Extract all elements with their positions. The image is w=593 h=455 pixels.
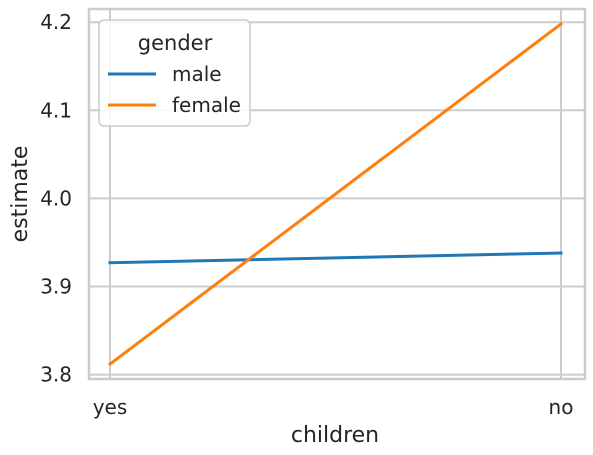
y-tick-label: 3.8 — [40, 363, 72, 387]
y-axis-label: estimate — [8, 146, 33, 243]
legend-label-male: male — [172, 62, 222, 86]
legend: gender male female — [98, 19, 251, 127]
x-axis-label: children — [291, 423, 379, 448]
series-line-female — [107, 21, 564, 367]
y-tick-label: 3.9 — [40, 275, 72, 299]
legend-label-female: female — [172, 93, 241, 117]
y-tick-label: 4.1 — [40, 98, 72, 122]
y-tick-label: 4.2 — [40, 10, 72, 34]
legend-title: gender — [138, 31, 213, 55]
y-tick-label: 4.0 — [40, 186, 72, 210]
legend-items: male female — [108, 62, 241, 117]
series-line-male — [108, 251, 563, 265]
plot-frame — [87, 7, 587, 381]
x-tick-label: no — [549, 395, 574, 419]
x-tick-labels: yes no — [93, 395, 574, 419]
legend-box — [98, 19, 251, 127]
x-tick-label: yes — [93, 395, 128, 419]
y-tick-labels: 3.8 3.9 4.0 4.1 4.2 — [40, 10, 72, 386]
series-lines — [107, 21, 564, 367]
